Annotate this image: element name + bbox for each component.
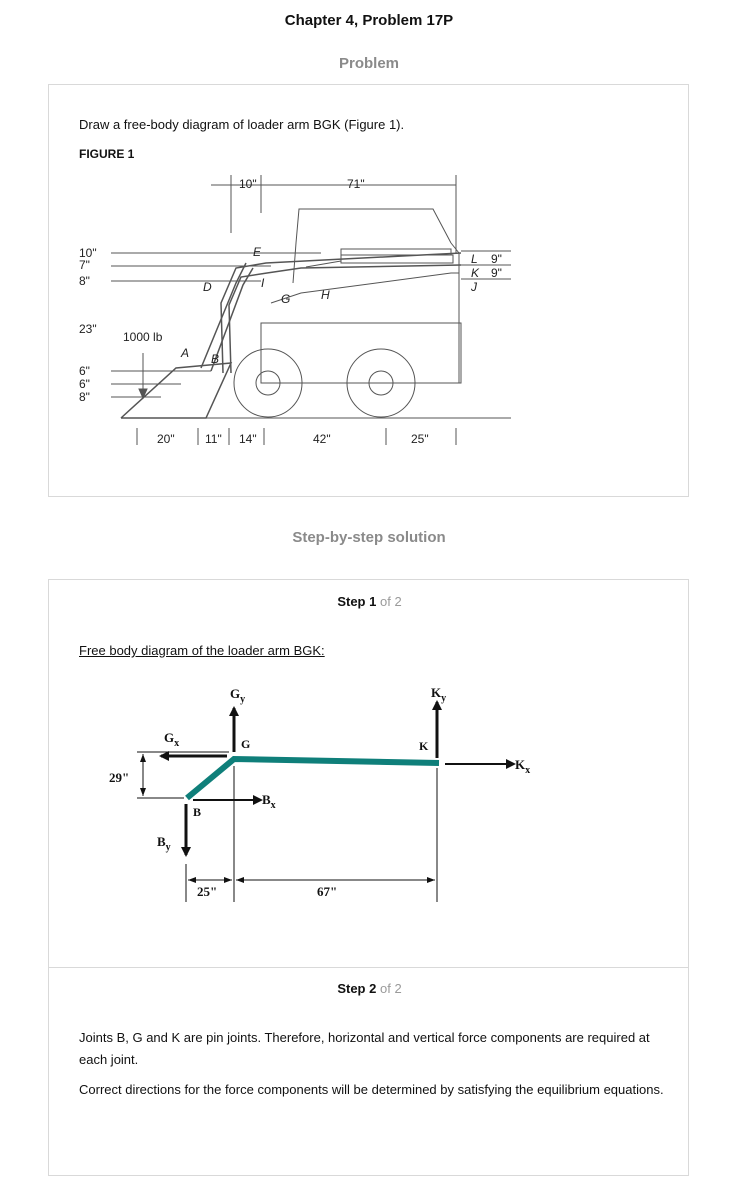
fig-dim-right-1: 9" [491,252,502,266]
fig-dim-top-1: 10" [239,177,257,191]
ky-label: Ky [431,685,446,704]
fig-dim-bottom-1: 20" [157,432,175,446]
fig-load: 1000 lb [123,330,163,344]
fig-dim-left-4: 23" [79,322,97,336]
fig-dim-left-5: 6" [79,364,90,378]
dim-right-label: 67" [317,884,337,899]
chapter-title: Chapter 4, Problem 17P [284,12,454,29]
by-label: By [157,834,171,853]
step1-word: Step [337,594,366,609]
fig-point-h: H [321,288,330,302]
fig-point-j: J [470,280,478,294]
fig-dim-bottom-2: 11" [205,432,222,446]
fig-point-i: I [261,276,265,290]
b-label: B [193,805,201,819]
kx-label: Kx [515,757,530,776]
fig-point-b: B [211,352,219,366]
gx-label: Gx [164,730,179,749]
fig-dim-left-1: 10" [79,246,97,260]
fig-point-k: K [471,266,480,280]
fig-dim-bottom-3: 14" [239,432,257,446]
fig-dim-bottom-4: 42" [313,432,331,446]
problem-statement: Draw a free-body diagram of loader arm B… [79,117,405,132]
step2-paragraph-1: Joints B, G and K are pin joints. Theref… [79,1030,650,1067]
gy-label: Gy [230,686,245,705]
fig-point-l: L [471,252,478,266]
loader-arm [185,755,440,801]
fbd-caption: Free body diagram of the loader arm BGK: [79,643,325,658]
step2-of: of 2 [379,981,402,996]
step1-label: Step 1 of 2 [49,594,690,609]
free-body-diagram: Gy Gx G Ky K Kx B Bx By 29" 25" 67" [109,685,530,902]
dim-vertical-label: 29" [109,770,129,785]
problem-heading: Problem [338,55,399,72]
step2-box: Step 2 of 2 Joints B, G and K are pin jo… [48,967,689,1176]
bx-label: Bx [262,792,276,811]
step1-box: Step 1 of 2 Free body diagram of the loa… [48,579,689,968]
fig-dim-left-2: 7" [79,258,90,272]
step2-number: 2 [369,981,377,996]
fig-dim-left-6: 6" [79,377,90,391]
fig-point-e: E [253,245,262,259]
fig-point-a: A [180,346,189,360]
loader-figure: 10" 71" 10" 7" 8" 23" 6" 6" 8" 9" 9" 100… [79,175,511,446]
fig-point-d: D [203,280,212,294]
step1-of: of 2 [379,594,402,609]
step2-paragraph-2: Correct directions for the force compone… [79,1082,664,1097]
dim-left-label: 25" [197,884,217,899]
fig-point-g: G [281,292,290,306]
fig-dim-bottom-5: 25" [411,432,429,446]
fig-dim-top-2: 71" [347,177,365,191]
problem-box: Draw a free-body diagram of loader arm B… [48,84,689,497]
fig-dim-left-7: 8" [79,390,90,404]
solution-heading: Step-by-step solution [292,529,446,546]
g-label: G [241,737,250,751]
step2-label: Step 2 of 2 [49,981,690,996]
fig-dim-left-3: 8" [79,274,90,288]
fig-dim-right-2: 9" [491,266,502,280]
step1-number: 1 [369,594,377,609]
step2-word: Step [337,981,366,996]
figure-label: FIGURE 1 [79,147,135,161]
k-label: K [419,739,429,753]
